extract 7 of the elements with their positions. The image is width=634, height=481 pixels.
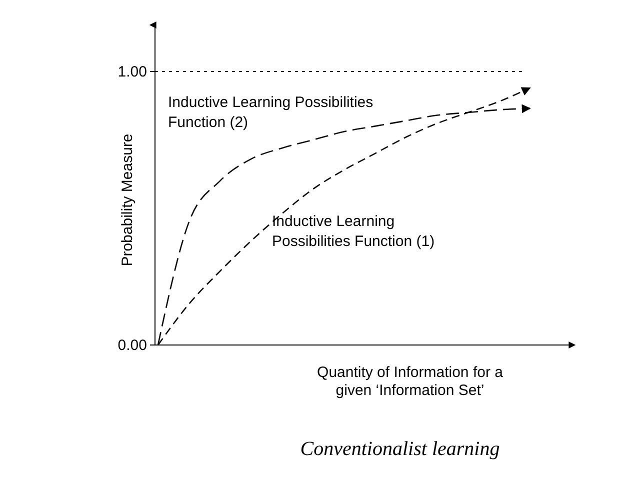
series-label: Inductive Learning Possibilities Function (2) [168, 94, 374, 131]
x-axis-title: Quantity of Information for a given ‘Information Set’ [317, 364, 504, 399]
y-axis-title: Probability Measure [119, 134, 136, 266]
text: Conventionalist learning [300, 438, 500, 460]
series-label: Inductive Learning Possibilities Function (1) [272, 213, 435, 250]
y-tick-label: 1.00 [118, 63, 147, 80]
y-tick-label: 0.00 [118, 336, 147, 354]
